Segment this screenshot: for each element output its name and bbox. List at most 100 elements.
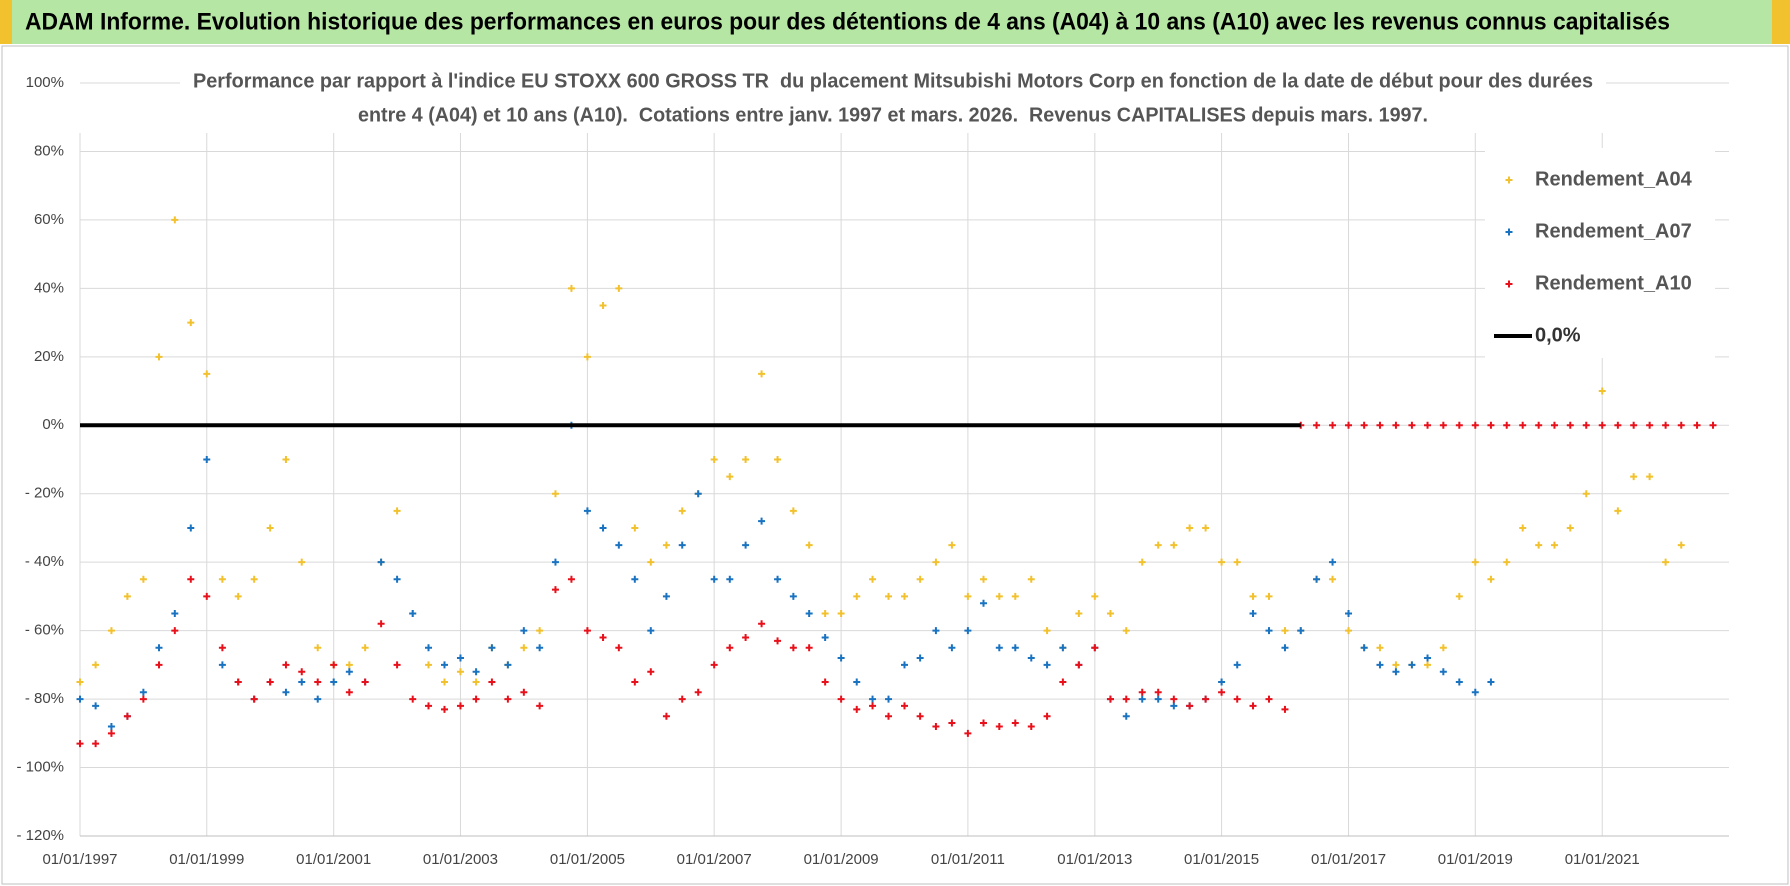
point (1011, 644, 1019, 652)
point (1249, 702, 1257, 710)
point (662, 712, 670, 720)
point (345, 688, 353, 696)
point (885, 695, 893, 703)
point (1218, 558, 1226, 566)
x-tick-label: 01/01/2019 (1438, 851, 1513, 868)
point (726, 473, 734, 481)
point (678, 695, 686, 703)
point (1027, 654, 1035, 662)
point (1345, 421, 1353, 429)
point (869, 575, 877, 583)
point (520, 627, 528, 635)
point (1202, 524, 1210, 532)
point (1360, 644, 1368, 652)
legend-swatch (1505, 228, 1513, 236)
y-tick-label: - 60% (25, 622, 64, 639)
point (1218, 678, 1226, 686)
point (92, 702, 100, 710)
point (107, 627, 115, 635)
point (155, 353, 163, 361)
point (1424, 661, 1432, 669)
point (298, 668, 306, 676)
point (1566, 421, 1574, 429)
point (583, 353, 591, 361)
y-tick-label: - 100% (16, 759, 64, 776)
point (821, 610, 829, 618)
point (1329, 575, 1337, 583)
point (1646, 473, 1654, 481)
point (853, 592, 861, 600)
point (456, 654, 464, 662)
point (536, 627, 544, 635)
point (345, 668, 353, 676)
point (1329, 421, 1337, 429)
point (948, 719, 956, 727)
y-tick-label: 80% (34, 142, 64, 159)
point (1138, 695, 1146, 703)
y-tick-label: - 40% (25, 553, 64, 570)
point (1487, 575, 1495, 583)
point (1091, 644, 1099, 652)
point (631, 678, 639, 686)
point (964, 627, 972, 635)
point (1297, 627, 1305, 635)
point (1265, 695, 1273, 703)
point (1630, 421, 1638, 429)
point (1376, 644, 1384, 652)
point (1122, 627, 1130, 635)
legend-label: Rendement_A07 (1535, 220, 1692, 242)
point (1392, 661, 1400, 669)
point (1598, 421, 1606, 429)
point (298, 558, 306, 566)
point (1519, 524, 1527, 532)
point (282, 661, 290, 669)
chart-frame (1, 45, 1789, 885)
legend-label: Rendement_A10 (1535, 272, 1692, 294)
point (1550, 421, 1558, 429)
point (1075, 661, 1083, 669)
point (1519, 421, 1527, 429)
point (488, 678, 496, 686)
point (995, 592, 1003, 600)
point (948, 644, 956, 652)
point (1265, 627, 1273, 635)
point (1329, 558, 1337, 566)
point (218, 644, 226, 652)
point (1091, 592, 1099, 600)
point (631, 575, 639, 583)
point (1408, 421, 1416, 429)
point (710, 456, 718, 463)
x-tick-label: 01/01/2015 (1184, 851, 1259, 868)
point (916, 654, 924, 662)
point (76, 695, 84, 703)
point (615, 644, 623, 652)
point (1345, 627, 1353, 635)
point (916, 712, 924, 720)
point (1408, 661, 1416, 669)
point (139, 695, 147, 703)
point (1281, 705, 1289, 713)
point (1582, 490, 1590, 498)
point (425, 702, 433, 710)
x-tick-label: 01/01/1997 (42, 851, 117, 868)
point (1313, 575, 1321, 583)
point (1281, 627, 1289, 635)
point (361, 678, 369, 686)
point (647, 558, 655, 566)
point (377, 558, 385, 566)
point (916, 575, 924, 583)
point (742, 633, 750, 641)
point (1376, 661, 1384, 669)
point (837, 610, 845, 618)
point (1265, 592, 1273, 600)
point (107, 722, 115, 730)
point (1281, 644, 1289, 652)
point (92, 661, 100, 669)
point (393, 661, 401, 669)
x-tick-label: 01/01/1999 (169, 851, 244, 868)
point (774, 637, 782, 645)
point (1487, 421, 1495, 429)
title-background (180, 66, 1606, 132)
point (1392, 421, 1400, 429)
